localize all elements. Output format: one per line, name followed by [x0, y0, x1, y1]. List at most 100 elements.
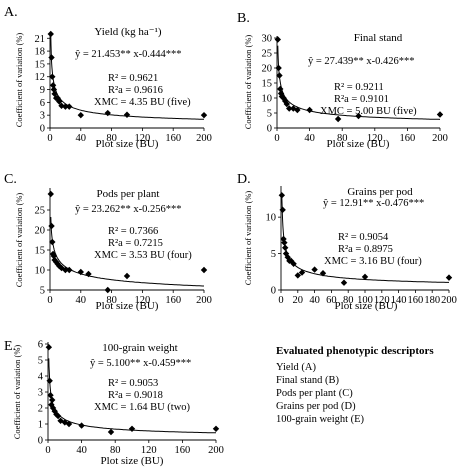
- y-tick-label: 2: [38, 404, 43, 415]
- data-point: [294, 272, 301, 279]
- data-point: [78, 422, 85, 429]
- x-tick-label: 0: [47, 133, 52, 144]
- data-point: [45, 344, 53, 351]
- y-tick-label: 3: [40, 111, 45, 122]
- data-point: [47, 30, 54, 38]
- panel-label: C.: [4, 172, 17, 187]
- legend-item-pods-per-plant: Pods per plant (C): [276, 388, 353, 399]
- legend-item-100-grain-weight: 100-grain weight (E): [276, 414, 365, 425]
- data-point: [52, 258, 60, 266]
- xmc-value: XMC = 4.35 BU (five): [94, 97, 191, 108]
- r-squared: R² = 0.9054: [338, 232, 389, 243]
- regression-equation: ŷ = 23.262** x-0.256***: [75, 204, 182, 215]
- x-tick-label: 20: [293, 295, 304, 306]
- r-squared: R² = 0.9053: [108, 378, 158, 389]
- data-point: [274, 36, 282, 43]
- x-tick-label: 160: [165, 133, 181, 144]
- x-tick-label: 120: [135, 295, 151, 306]
- data-point: [278, 192, 286, 199]
- data-point: [123, 272, 131, 280]
- data-point: [282, 244, 289, 251]
- data-point: [57, 417, 64, 424]
- data-point: [290, 260, 297, 267]
- x-tick-label: 0: [274, 133, 279, 144]
- data-point: [54, 412, 62, 420]
- x-tick-label: 200: [432, 133, 448, 144]
- x-tick-label: 160: [165, 295, 181, 306]
- data-point: [286, 105, 293, 112]
- x-tick-label: 80: [106, 133, 117, 144]
- y-tick-label: 5: [40, 286, 45, 297]
- data-point: [355, 112, 362, 120]
- y-tick-label: 5: [267, 109, 272, 120]
- data-point: [306, 106, 313, 114]
- x-tick-label: 60: [326, 295, 337, 306]
- adjusted-r-squared: R²a = 0.9101: [334, 94, 389, 105]
- descriptor-legend: Evaluated phenotypic descriptors Yield (…: [276, 345, 466, 426]
- x-tick-label: 40: [309, 295, 320, 306]
- y-tick-label: 12: [35, 72, 46, 83]
- x-tick-label: 140: [391, 295, 407, 306]
- x-tick-label: 0: [47, 295, 52, 306]
- y-tick-label: 10: [35, 266, 46, 277]
- y-tick-label: 15: [35, 246, 46, 257]
- y-tick-label: 21: [35, 34, 46, 45]
- fitted-curve: [50, 216, 204, 287]
- legend-item-final-stand: Final stand (B): [276, 375, 339, 386]
- y-tick-label: 25: [35, 206, 46, 217]
- data-point: [311, 266, 318, 273]
- data-point: [46, 377, 53, 384]
- data-point: [334, 115, 342, 123]
- x-tick-label: 0: [45, 445, 50, 456]
- y-tick-label: 25: [262, 49, 273, 60]
- y-tick-label: 18: [35, 47, 46, 58]
- x-tick-label: 120: [135, 133, 151, 144]
- x-tick-label: 160: [400, 133, 416, 144]
- r-squared: R² = 0.7366: [108, 226, 158, 237]
- data-point: [128, 425, 136, 432]
- data-point: [65, 420, 73, 428]
- data-point: [200, 111, 208, 119]
- x-axis-label: Plot size (BU): [101, 455, 164, 467]
- chart-title: Final stand: [354, 32, 403, 44]
- adjusted-r-squared: R²a = 0.8975: [338, 244, 393, 255]
- data-point: [319, 270, 327, 277]
- x-tick-label: 120: [367, 133, 383, 144]
- data-point: [283, 100, 290, 108]
- y-tick-label: 20: [35, 226, 46, 237]
- r-squared: R² = 0.9211: [334, 82, 384, 93]
- chart-panel-c: C. 5 10 15 20 25 0 40 80 120 160 200 Plot size (BU) C…: [4, 172, 212, 312]
- x-tick-label: 180: [424, 295, 440, 306]
- y-tick-label: 4: [38, 372, 44, 383]
- x-axis-label: Plot size (BU): [335, 300, 398, 312]
- data-point: [294, 106, 301, 114]
- chart-title: Grains per pod: [347, 186, 413, 198]
- regression-equation: ŷ = 27.439** x-0.426***: [308, 56, 415, 67]
- xmc-value: XMC = 1.64 BU (two): [94, 402, 191, 413]
- x-tick-label: 80: [337, 133, 348, 144]
- y-tick-label: 0: [267, 124, 272, 135]
- data-point: [77, 111, 84, 119]
- data-point: [50, 252, 58, 260]
- data-point: [62, 266, 69, 274]
- y-tick-label: 0: [40, 124, 45, 135]
- y-tick-label: 6: [38, 340, 43, 351]
- data-point: [58, 102, 65, 109]
- chart-panel-b: B. 0 5 10 15 20 25 30 0 40 80 120 160 200 Plot size (B…: [237, 11, 448, 150]
- x-axis-label: Plot size (BU): [96, 300, 159, 312]
- regression-equation: ŷ = 21.453** x-0.444***: [75, 49, 182, 60]
- regression-equation: ŷ = 5.100** x-0.459***: [90, 358, 191, 369]
- data-point: [51, 90, 58, 98]
- y-tick-label: 6: [40, 98, 45, 109]
- x-tick-label: 200: [441, 295, 457, 306]
- y-tick-label: 15: [35, 59, 46, 70]
- y-tick-label: 1: [38, 420, 43, 431]
- x-tick-label: 160: [408, 295, 424, 306]
- x-tick-label: 200: [196, 295, 212, 306]
- y-tick-label: 5: [38, 356, 43, 367]
- x-tick-label: 80: [343, 295, 354, 306]
- y-tick-label: 9: [40, 85, 45, 96]
- data-point: [212, 425, 220, 432]
- x-tick-label: 0: [278, 295, 283, 306]
- x-tick-label: 120: [141, 445, 157, 456]
